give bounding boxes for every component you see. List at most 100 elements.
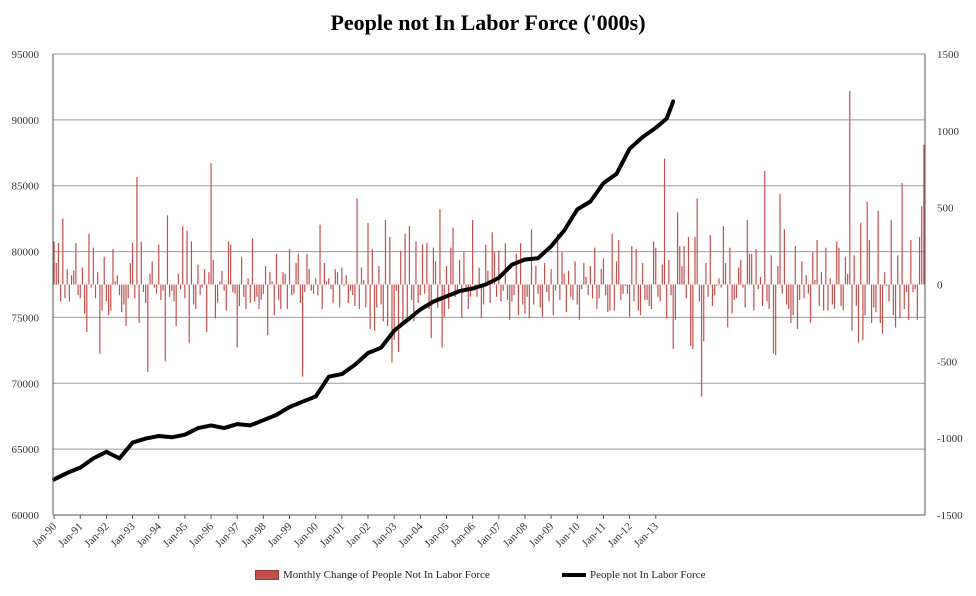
bar	[125, 284, 127, 326]
legend-item-people-not-in-labor-force: People not In Labor Force	[562, 569, 705, 581]
bar	[561, 252, 563, 285]
bar	[849, 90, 851, 285]
bar	[539, 284, 541, 308]
left-axis-tick-label: 90000	[12, 115, 40, 127]
bar	[164, 284, 166, 362]
bar	[195, 284, 197, 310]
bar	[652, 241, 655, 285]
left-axis-tick-label: 80000	[12, 247, 40, 259]
bar	[888, 284, 890, 302]
bar	[600, 269, 602, 285]
bar	[345, 275, 347, 285]
bar	[670, 284, 672, 296]
bar	[626, 284, 629, 294]
bar	[86, 284, 88, 333]
bar	[273, 284, 275, 316]
bar	[302, 284, 304, 377]
bar	[258, 284, 260, 310]
bar	[868, 239, 871, 285]
bar	[465, 284, 467, 290]
bar	[650, 284, 653, 310]
chart-title: People not In Labor Force ('000s)	[330, 10, 646, 35]
bar	[655, 247, 657, 285]
bar	[432, 247, 435, 285]
right-axis-tick-label: 0	[937, 280, 943, 292]
bar	[411, 284, 413, 300]
bar	[809, 284, 812, 323]
bar	[857, 284, 860, 343]
x-axis-tick-label: Jan-11	[580, 521, 609, 550]
bar	[160, 284, 162, 300]
bar	[705, 262, 707, 285]
left-axis-tick-label: 65000	[12, 444, 40, 456]
bar	[317, 284, 319, 296]
bar	[304, 284, 306, 293]
bar	[557, 233, 559, 285]
bar	[894, 284, 897, 328]
bar	[306, 253, 308, 285]
x-axis-tick-label: Jan-92	[82, 521, 111, 550]
bar	[631, 246, 633, 285]
bar	[574, 261, 576, 285]
bar	[681, 266, 683, 285]
bar	[840, 284, 842, 307]
bar	[485, 244, 487, 285]
bar	[899, 284, 901, 319]
bar	[831, 284, 833, 305]
bar	[722, 226, 724, 285]
bar	[565, 284, 567, 313]
bar	[783, 229, 785, 285]
bar	[151, 261, 153, 285]
bar	[463, 252, 465, 285]
bar	[884, 272, 886, 285]
bar	[707, 284, 709, 297]
bar	[825, 247, 827, 285]
bar	[912, 284, 914, 293]
bar	[668, 259, 670, 285]
bar	[506, 284, 509, 300]
bar	[511, 284, 513, 302]
bar	[179, 284, 182, 290]
left-axis-tick-label: 85000	[12, 181, 40, 193]
bar	[188, 284, 190, 343]
x-axis-tick-label: Jan-94	[135, 520, 165, 550]
bar	[718, 278, 720, 285]
bar	[546, 284, 548, 293]
bar	[197, 264, 199, 285]
bar	[807, 284, 809, 294]
bar	[576, 284, 578, 305]
bar	[679, 246, 681, 285]
left-axis-tick-label: 95000	[12, 49, 40, 61]
bar	[877, 210, 879, 285]
bar	[162, 284, 164, 291]
bar	[219, 281, 221, 285]
bar	[282, 272, 284, 285]
bar	[844, 256, 847, 285]
axes: 60000 65000 70000 75000 80000 85000 90000 95000…	[12, 49, 964, 550]
bar	[570, 284, 572, 297]
x-axis-tick-label: Jan-01	[318, 521, 347, 550]
bar	[101, 284, 103, 311]
bar	[341, 267, 343, 285]
bar	[175, 284, 177, 326]
bar	[79, 284, 81, 299]
bar	[201, 284, 203, 288]
bar	[129, 262, 131, 285]
bar	[748, 253, 751, 285]
bar	[703, 284, 705, 342]
bar	[393, 284, 395, 340]
bar	[166, 215, 169, 285]
bar	[94, 284, 97, 299]
bar	[903, 284, 905, 310]
bar	[214, 284, 217, 319]
x-axis-tick-label: Jan-93	[108, 520, 138, 550]
bar	[295, 262, 297, 285]
bar	[373, 284, 376, 331]
bar	[456, 284, 458, 294]
legend-item-monthly-change: Monthly Change of People Not In Labor Fo…	[255, 569, 490, 581]
bar	[487, 270, 489, 285]
bar	[291, 284, 293, 296]
right-axis-tick-label: 1000	[937, 126, 960, 138]
bar	[376, 284, 378, 308]
